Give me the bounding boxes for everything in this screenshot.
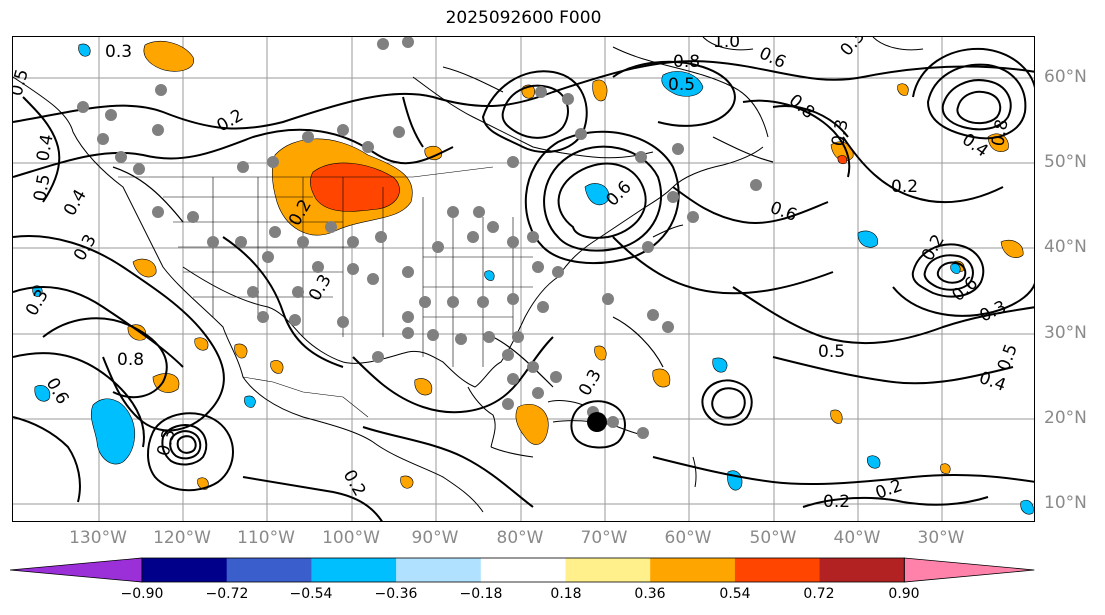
contour-label: 0.8 xyxy=(988,118,1012,148)
colorbar-swatch xyxy=(650,558,736,582)
contour-label: 0.3 xyxy=(105,42,132,62)
contour-label: 0.5 xyxy=(30,173,54,203)
lat-label: 10°N xyxy=(1044,493,1087,513)
colorbar xyxy=(10,557,1035,583)
contour-label: 0.2 xyxy=(891,177,918,197)
map-panel: 0.3 0.2 0.5 0.4 0.5 0.3 0.4 0.8 0.2 0.6 … xyxy=(12,36,1035,522)
lon-label: 80°W xyxy=(496,528,544,548)
lon-label: 90°W xyxy=(411,528,459,548)
contour-label: 0.8 xyxy=(785,91,819,124)
colorbar-swatches xyxy=(10,557,1035,583)
colorbar-tick-label: −0.90 xyxy=(120,586,164,602)
contour-label: 0.5 xyxy=(13,67,33,98)
colorbar-swatch xyxy=(480,558,566,582)
contour-label: 0.3 xyxy=(837,37,870,60)
contour-label: 0.6 xyxy=(602,177,635,210)
contour-value-labels: 0.3 0.2 0.5 0.4 0.5 0.3 0.4 0.8 0.2 0.6 … xyxy=(13,37,1022,512)
colorbar-tick-label: 0.18 xyxy=(550,586,582,602)
colorbar-outline xyxy=(141,557,905,583)
negative-anomaly-fill xyxy=(32,43,1034,515)
contour-label: 0.3 xyxy=(305,271,336,304)
contour-label: 0.5 xyxy=(994,341,1022,373)
contour-label: 0.8 xyxy=(673,52,700,72)
contour-label: 0.5 xyxy=(668,75,695,95)
lon-label: 40°W xyxy=(833,528,881,548)
lat-label: 50°N xyxy=(1044,152,1087,172)
contour-label: 0.3 xyxy=(977,297,1010,327)
lat-label: 30°N xyxy=(1044,323,1087,343)
map-title: 2025092600 F000 xyxy=(445,8,602,28)
lat-label: 40°N xyxy=(1044,237,1087,257)
contour-label: 0.5 xyxy=(818,342,845,362)
positive-anomaly-fill xyxy=(127,41,1024,490)
lon-label: 120°W xyxy=(153,528,211,548)
contour-label: 0.3 xyxy=(154,427,180,458)
colorbar-tick-label: 0.36 xyxy=(634,586,666,602)
colorbar-tick-label: 0.54 xyxy=(719,586,751,602)
contour-label: 1.0 xyxy=(713,37,740,52)
colorbar-extend-max xyxy=(903,557,1035,583)
colorbar-swatch xyxy=(819,558,905,582)
contour-label: 0.3 xyxy=(22,286,53,319)
colorbar-tick-label: 0.90 xyxy=(888,586,920,602)
contour-label: 0.3 xyxy=(70,231,101,264)
lon-label: 50°W xyxy=(749,528,797,548)
contour-label: 0.4 xyxy=(33,133,57,163)
contour-label: 0.3 xyxy=(575,366,606,399)
contour-label: 0.2 xyxy=(214,105,247,136)
colorbar-swatch xyxy=(734,558,821,582)
storm-center-marker xyxy=(587,412,607,432)
colorbar-tick-label: 0.72 xyxy=(803,586,835,602)
colorbar-swatch xyxy=(142,558,228,582)
colorbar-tick-label: −0.72 xyxy=(205,586,249,602)
contour-label: 0.2 xyxy=(823,492,850,512)
contour-label: 0.3 xyxy=(828,118,852,148)
colorbar-swatch xyxy=(226,558,312,582)
lat-label: 20°N xyxy=(1044,408,1087,428)
colorbar-extend-min xyxy=(10,557,143,583)
lon-label: 70°W xyxy=(580,528,628,548)
lon-label: 100°W xyxy=(322,528,380,548)
map-canvas: 0.3 0.2 0.5 0.4 0.5 0.3 0.4 0.8 0.2 0.6 … xyxy=(13,37,1034,521)
contour-label: 0.2 xyxy=(918,231,949,264)
lon-label: 110°W xyxy=(237,528,295,548)
colorbar-tick-label: −0.36 xyxy=(374,586,418,602)
lon-label: 60°W xyxy=(664,528,712,548)
colorbar-swatch xyxy=(565,558,651,582)
contour-label: 0.4 xyxy=(60,186,91,219)
contour-lines xyxy=(13,47,1034,521)
colorbar-swatch xyxy=(311,558,397,582)
contour-lines-thin xyxy=(112,136,774,388)
contour-label: 0.6 xyxy=(948,273,982,306)
contour-label: 0.4 xyxy=(976,368,1008,396)
contour-label: 0.8 xyxy=(117,350,144,370)
lon-label: 30°W xyxy=(917,528,965,548)
graticule xyxy=(13,37,1034,521)
colorbar-tick-label: −0.18 xyxy=(459,586,503,602)
colorbar-tick-label: −0.54 xyxy=(289,586,333,602)
station-dots xyxy=(77,37,762,439)
lon-label: 130°W xyxy=(69,528,127,548)
lat-label: 60°N xyxy=(1044,67,1087,87)
colorbar-swatch xyxy=(396,558,482,582)
contour-label: 0.6 xyxy=(42,375,73,408)
